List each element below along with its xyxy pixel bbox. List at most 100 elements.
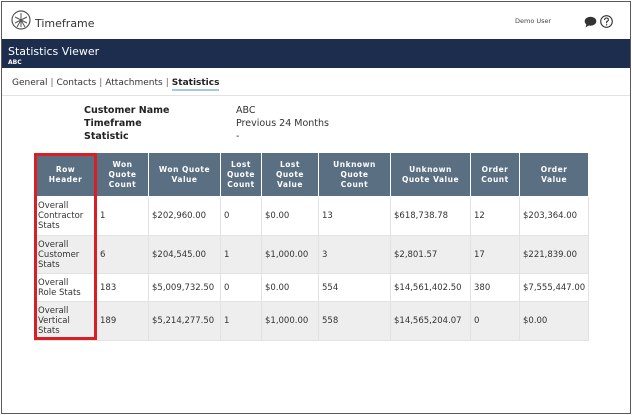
statistic-label: Statistic [84, 131, 129, 142]
column-header-line: Count [227, 179, 255, 189]
table-cell-won-quote-count: 6 [96, 235, 149, 274]
column-header-line: Order [481, 164, 509, 174]
top-bar: Timeframe Demo User [2, 2, 630, 39]
column-header-line: Unknown [409, 164, 452, 174]
customer-name-row: Customer Name ABC [84, 105, 444, 118]
tab-divider [2, 95, 630, 96]
timeframe-row: Timeframe Previous 24 Months [84, 118, 444, 131]
column-header-line: Lost [231, 159, 251, 169]
timeframe-value: Previous 24 Months [236, 118, 330, 129]
column-header-line: Count [481, 174, 509, 184]
app-title: Timeframe [35, 17, 95, 30]
column-header-won-quote-value: Won Quote Value [148, 152, 221, 197]
row-header-cell: Overall Contractor Stats [34, 196, 97, 236]
row-header-line: Customer [38, 249, 80, 260]
table-cell-lost-quote-count: 0 [220, 196, 262, 236]
chat-icon[interactable] [584, 16, 597, 28]
table-cell-unknown-quote-count: 3 [318, 235, 391, 274]
column-header-unknown-quote-count: Unknown Quote Count [318, 152, 391, 197]
table-cell-lost-quote-count: 1 [220, 235, 262, 274]
table-cell-unknown-quote-count: 554 [318, 273, 391, 302]
table-cell-won-quote-value: $5,009,732.50 [148, 273, 221, 302]
column-header-line: Value [277, 179, 303, 189]
row-header-line: Overall [38, 239, 69, 250]
table-cell-order-value: $0.00 [518, 301, 590, 341]
table-cell-unknown-quote-count: 558 [318, 301, 391, 341]
table-cell-won-quote-value: $5,214,277.50 [148, 301, 221, 341]
column-header-order-value: Order Value [518, 152, 590, 197]
tab-separator: | [99, 78, 103, 88]
customer-name-value: ABC [236, 105, 256, 116]
row-header-line: Contractor [38, 211, 84, 221]
table-cell-lost-quote-value: $0.00 [261, 196, 319, 236]
column-header-line: Unknown [333, 159, 376, 169]
table-cell-lost-quote-count: 1 [220, 301, 262, 341]
viewer-header: Statistics Viewer ABC [2, 39, 630, 68]
tab-bar: General | Contacts | Attachments | Statistics [12, 78, 220, 91]
table-cell-won-quote-value: $202,960.00 [148, 196, 221, 236]
tab-statistics[interactable]: Statistics [171, 78, 220, 91]
table-cell-order-value: $7,555,447.00 [518, 273, 590, 302]
tab-separator: | [50, 78, 54, 88]
row-header-line: Vertical [38, 316, 70, 326]
column-header-line: Count [340, 179, 369, 189]
row-header-cell: Overall Vertical Stats [34, 301, 97, 341]
table-cell-order-value: $221,839.00 [518, 235, 590, 274]
row-header-line: Overall [38, 306, 69, 316]
table-cell-won-quote-count: 1 [96, 196, 149, 236]
statistic-row: Statistic - [84, 131, 444, 144]
column-header-line: Order [540, 164, 568, 174]
table-cell-unknown-quote-value: $618,738.78 [390, 196, 471, 236]
table-cell-lost-quote-value: $1,000.00 [261, 301, 319, 341]
column-header-line: Count [108, 179, 137, 189]
page-subtitle: ABC [8, 59, 22, 66]
row-header-line: Overall [38, 277, 69, 288]
user-menu[interactable]: Demo User [515, 17, 552, 25]
tab-general[interactable]: General [12, 78, 48, 88]
row-header-cell: Overall Customer Stats [34, 235, 97, 274]
table-row: Overall Customer Stats 6 $204,545.00 1 $1,000.… [34, 235, 590, 274]
table-row: Overall Role Stats 183 $5,009,732.50 0 $0.00 5… [34, 273, 590, 302]
column-header-line: Value [541, 174, 568, 184]
table-cell-lost-quote-value: $1,000.00 [261, 235, 319, 274]
table-row: Overall Contractor Stats 1 $202,960.00 0 $0.00… [34, 196, 590, 236]
tab-attachments[interactable]: Attachments [105, 78, 163, 88]
column-header-line: Quote Value [401, 174, 460, 184]
column-header-line: Quote [108, 169, 137, 179]
column-header-line: Value [171, 174, 198, 184]
column-header-line: Won [112, 159, 133, 169]
statistics-meta: Customer Name ABC Timeframe Previous 24 … [84, 105, 444, 144]
statistic-value: - [236, 131, 240, 142]
column-header-line: Header [48, 174, 83, 184]
column-header-order-count: Order Count [470, 152, 520, 197]
table-cell-unknown-quote-value: $14,565,204.07 [390, 301, 471, 341]
table-header-row: Row Header Won Quote Count Won Quote Value Lost… [34, 152, 590, 197]
table-cell-lost-quote-value: $0.00 [261, 273, 319, 302]
column-header-line: Lost [280, 159, 300, 169]
row-header-line: Stats [38, 326, 60, 336]
table-cell-order-value: $203,364.00 [518, 196, 590, 236]
row-header-line: Stats [38, 259, 60, 270]
column-header-line: Won Quote [158, 164, 211, 174]
customer-name-label: Customer Name [84, 105, 170, 116]
table-cell-unknown-quote-value: $14,561,402.50 [390, 273, 471, 302]
timeframe-label: Timeframe [84, 118, 142, 129]
table-cell-order-count: 380 [470, 273, 520, 302]
table-cell-unknown-quote-count: 13 [318, 196, 391, 236]
table-cell-won-quote-value: $204,545.00 [148, 235, 221, 274]
help-icon[interactable] [600, 15, 613, 28]
table-cell-order-count: 0 [470, 301, 520, 341]
table-row: Overall Vertical Stats 189 $5,214,277.50 1 $1,… [34, 301, 590, 341]
column-header-line: Row [55, 164, 76, 174]
timeframe-logo-icon [11, 10, 31, 30]
row-header-line: Overall [38, 201, 69, 211]
column-header-won-quote-count: Won Quote Count [96, 152, 149, 197]
table-body: Overall Contractor Stats 1 $202,960.00 0 $0.00… [34, 196, 590, 341]
table-cell-lost-quote-count: 0 [220, 273, 262, 302]
column-header-line: Quote [340, 169, 369, 179]
table-cell-won-quote-count: 189 [96, 301, 149, 341]
column-header-row-header: Row Header [34, 152, 97, 197]
tab-contacts[interactable]: Contacts [56, 78, 97, 88]
row-header-line: Stats [38, 221, 60, 231]
